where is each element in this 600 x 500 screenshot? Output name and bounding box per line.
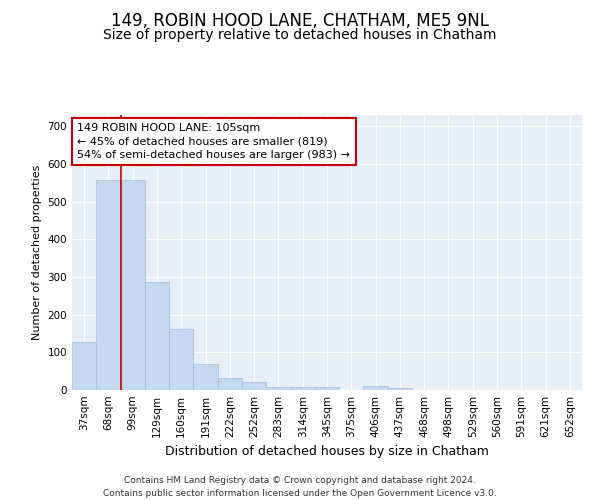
Text: Size of property relative to detached houses in Chatham: Size of property relative to detached ho… [103, 28, 497, 42]
Bar [315, 387, 339, 390]
Bar [388, 388, 412, 390]
Bar [242, 382, 266, 390]
Text: 149 ROBIN HOOD LANE: 105sqm
← 45% of detached houses are smaller (819)
54% of se: 149 ROBIN HOOD LANE: 105sqm ← 45% of det… [77, 123, 350, 160]
Bar [266, 387, 290, 390]
Text: Contains HM Land Registry data © Crown copyright and database right 2024.
Contai: Contains HM Land Registry data © Crown c… [103, 476, 497, 498]
Bar [96, 180, 121, 390]
Bar [218, 378, 242, 390]
X-axis label: Distribution of detached houses by size in Chatham: Distribution of detached houses by size … [165, 446, 489, 458]
Bar [72, 342, 96, 390]
Bar [145, 282, 169, 390]
Bar [169, 328, 193, 390]
Bar [290, 387, 315, 390]
Text: 149, ROBIN HOOD LANE, CHATHAM, ME5 9NL: 149, ROBIN HOOD LANE, CHATHAM, ME5 9NL [111, 12, 489, 30]
Y-axis label: Number of detached properties: Number of detached properties [32, 165, 42, 340]
Bar [364, 386, 388, 390]
Bar [193, 364, 218, 390]
Bar [121, 180, 145, 390]
